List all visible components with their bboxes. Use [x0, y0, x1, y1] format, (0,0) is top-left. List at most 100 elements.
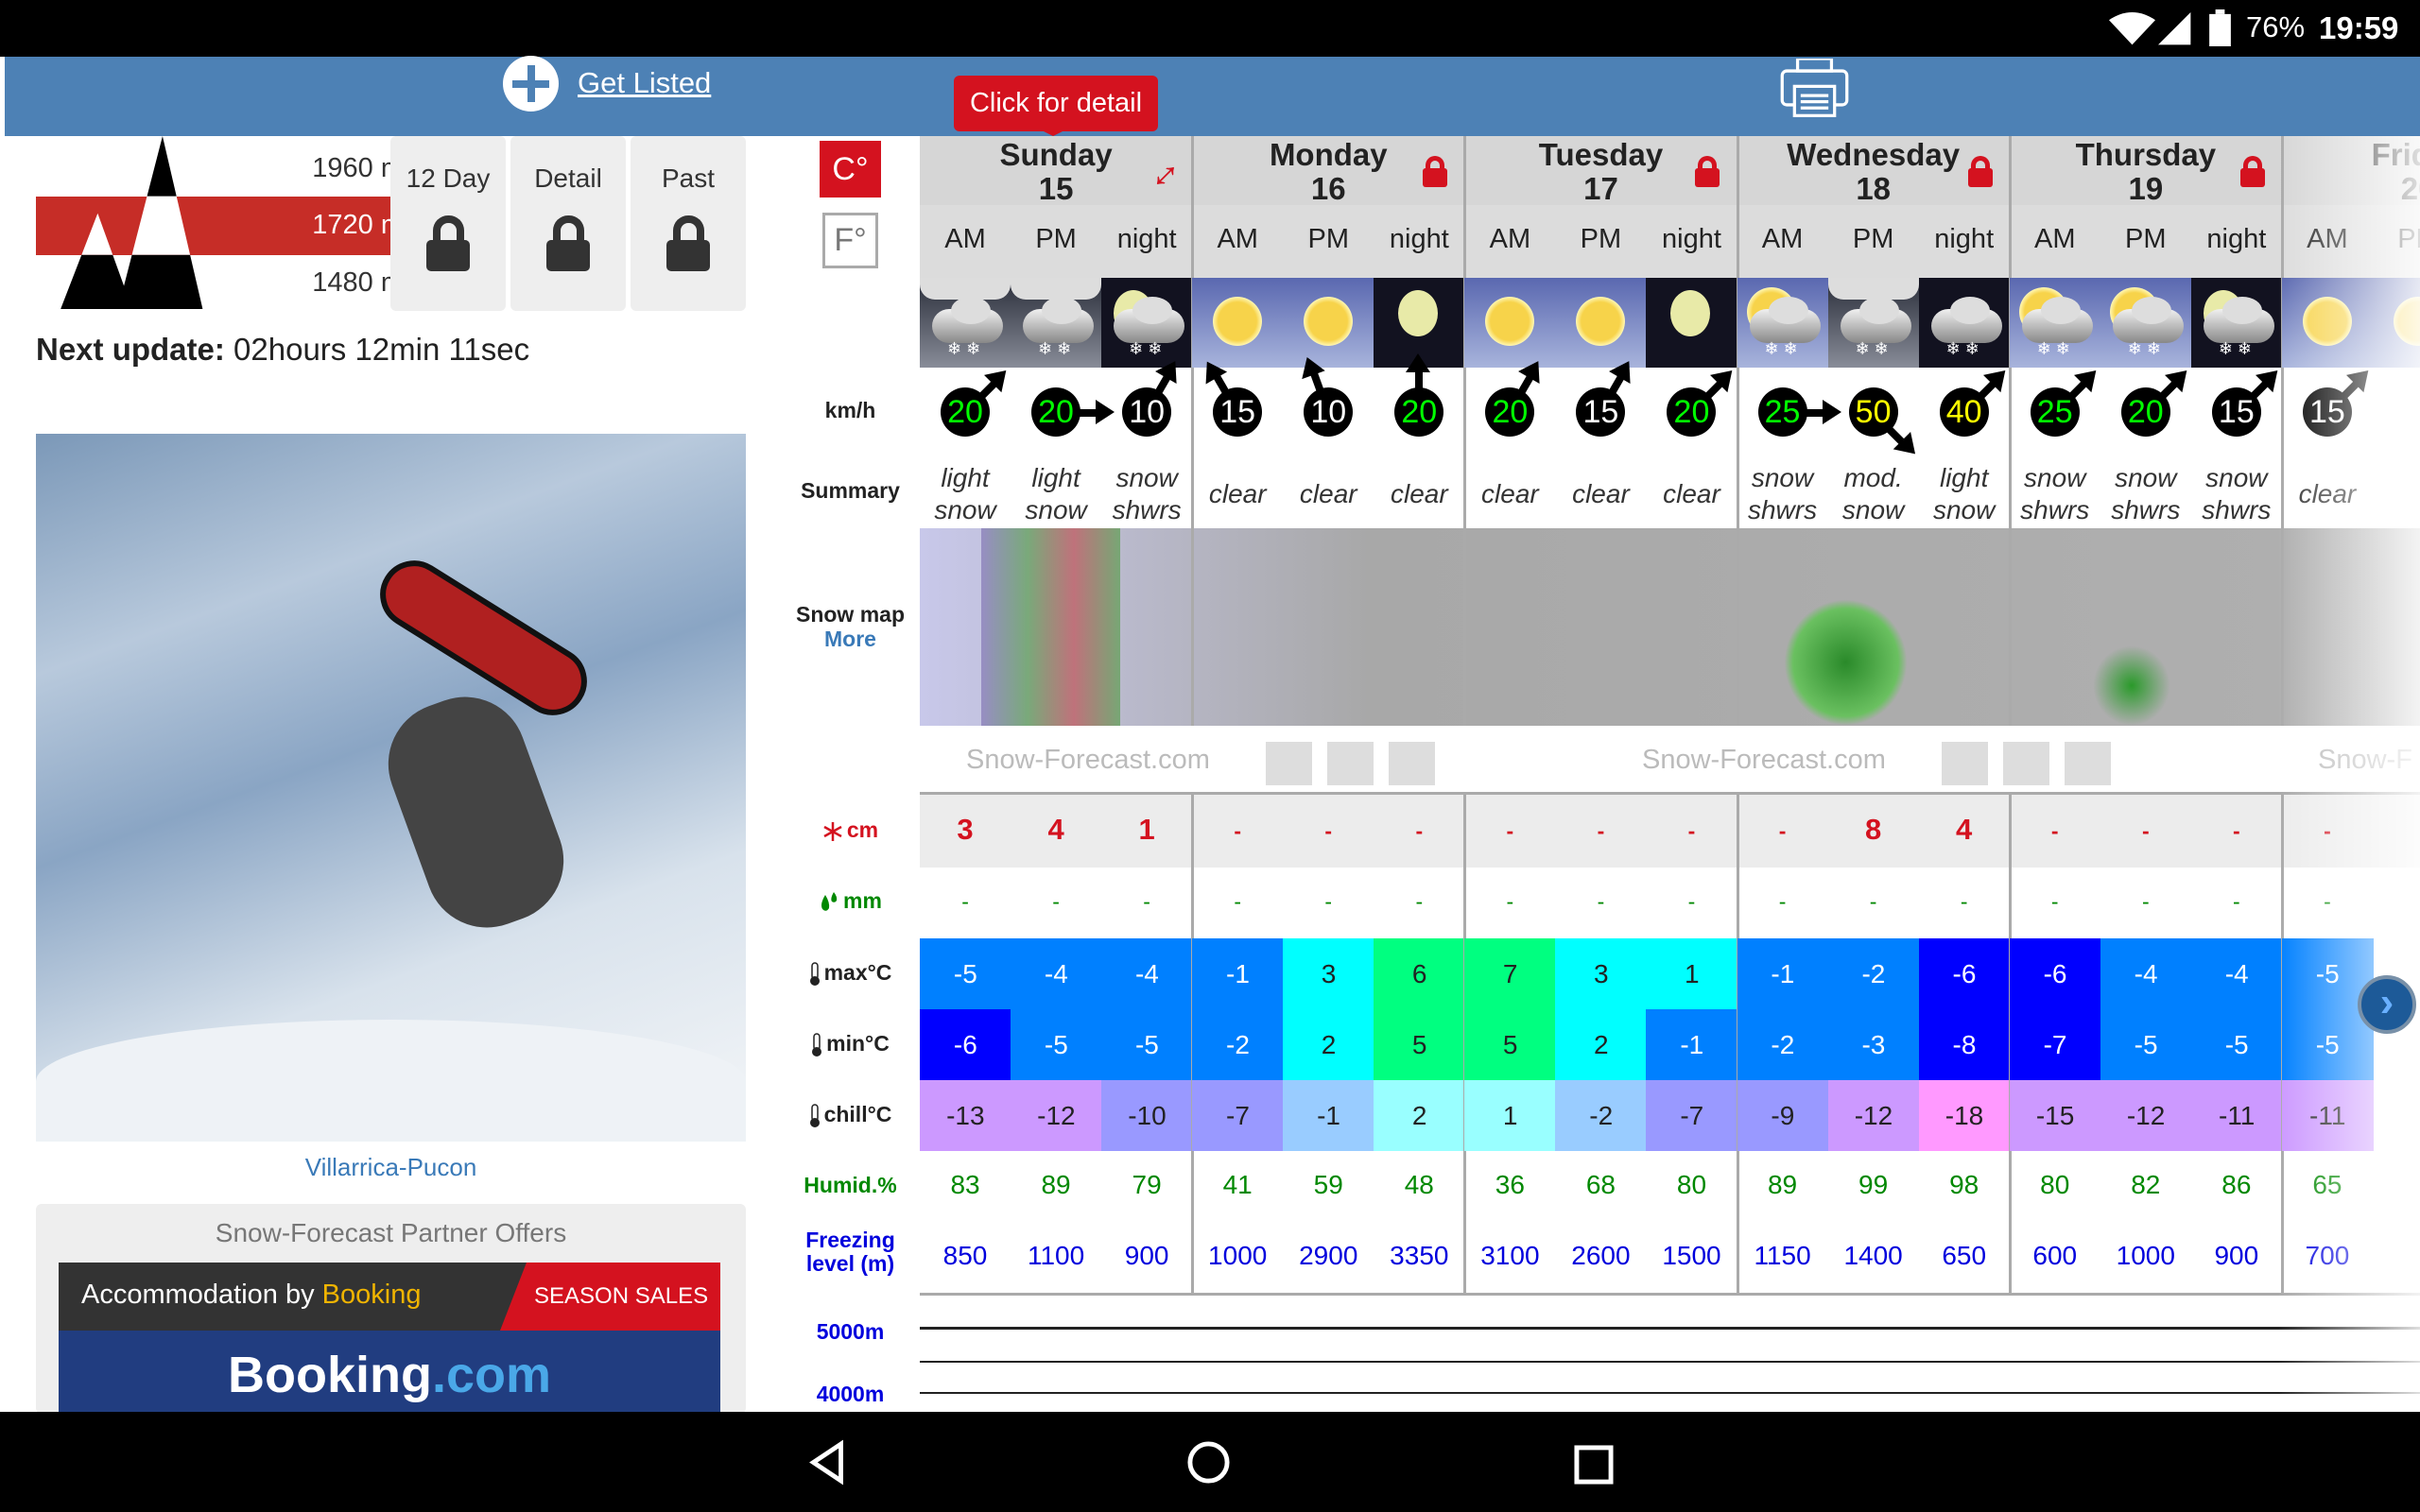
max-temp: -4 — [1011, 938, 1102, 1009]
click-for-detail-tooltip[interactable]: Click for detail — [954, 76, 1158, 136]
tab-detail[interactable]: Detail — [510, 136, 626, 311]
elevation-bottom[interactable]: 1480 m — [312, 267, 404, 298]
day-header-friday[interactable]: Friday — [2371, 137, 2420, 172]
day-header-sunday[interactable]: Sunday — [999, 137, 1113, 172]
celsius-toggle[interactable]: C° — [820, 141, 881, 198]
day-separator — [1191, 136, 1195, 726]
plus-icon — [503, 55, 559, 112]
freezing-level: 1100 — [1027, 1241, 1085, 1270]
rain-mm: - — [1324, 889, 1333, 914]
period-label: PM — [1852, 224, 1894, 254]
forecast-tabs: 12 Day Detail Past — [390, 136, 746, 311]
tab-12-day[interactable]: 12 Day — [390, 136, 506, 311]
scroll-next-button[interactable]: › — [2358, 975, 2416, 1034]
rain-mm: - — [1687, 889, 1696, 914]
snow-map-option-icon[interactable] — [2065, 742, 2111, 785]
booking-banner[interactable]: Accommodation by Booking SEASON SALES — [59, 1263, 720, 1331]
wifi-icon — [2109, 12, 2155, 45]
snowfall-cm: - — [1778, 818, 1787, 843]
period-label: AM — [1489, 224, 1531, 254]
day-header-thursday[interactable]: Thursday — [2075, 137, 2217, 172]
home-icon[interactable] — [1185, 1439, 1232, 1486]
snow-map-option-icon[interactable] — [2003, 742, 2049, 785]
freezing-level: 650 — [1942, 1241, 1987, 1270]
android-nav-bar — [0, 1412, 2420, 1512]
period-label: PM — [1035, 224, 1077, 254]
tab-label: Past — [661, 163, 716, 193]
wind-speed: 10 — [1304, 387, 1354, 437]
day-date: 20 — [2400, 171, 2420, 206]
weather-summary: snow shwrs — [1112, 463, 1182, 524]
snow-map-option-icon[interactable] — [1266, 742, 1312, 785]
weather-icon-snow-cloud: ❄ ❄ — [1011, 278, 1102, 368]
snowflake-icon — [823, 821, 842, 841]
min-temp: -5 — [1101, 1009, 1193, 1080]
elevation-mid[interactable]: 1720 m — [312, 210, 404, 240]
snowfall-cm: - — [2050, 818, 2059, 843]
period-label: PM — [2125, 224, 2167, 254]
tab-label: Detail — [534, 163, 602, 193]
snow-map-sunday[interactable] — [981, 528, 1120, 726]
snowfall-cm: 8 — [1864, 813, 1882, 846]
lock-icon[interactable] — [1695, 156, 1720, 187]
max-temp: -1 — [1737, 938, 1829, 1009]
snow-map-more-link[interactable]: More — [824, 627, 876, 651]
weather-summary: mod. snow — [1841, 463, 1905, 524]
max-temp: -2 — [1827, 938, 1920, 1009]
freezing-level: 1000 — [2116, 1241, 2175, 1270]
fahrenheit-toggle[interactable]: F° — [822, 213, 878, 268]
humidity: 86 — [2221, 1170, 2252, 1199]
snowfall-cm: - — [2324, 818, 2331, 843]
day-header-monday[interactable]: Monday — [1269, 137, 1388, 172]
thermometer-icon — [809, 1104, 820, 1127]
humidity: 89 — [1041, 1170, 1071, 1199]
snow-map-wednesday[interactable] — [1784, 599, 1908, 726]
lock-icon[interactable] — [1423, 156, 1448, 187]
day-date: 16 — [1310, 171, 1346, 206]
photo-caption[interactable]: Villarrica-Pucon — [304, 1153, 477, 1181]
lock-icon — [666, 215, 710, 271]
booking-logo[interactable]: Booking.com — [59, 1331, 720, 1412]
rain-row-label: mm — [780, 888, 921, 914]
snow-map-option-icon[interactable] — [1327, 742, 1374, 785]
recents-icon[interactable] — [1572, 1443, 1616, 1486]
min-temp: -2 — [1192, 1009, 1284, 1080]
wind-speed: 10 — [1122, 387, 1172, 437]
snow-map-option-icon[interactable] — [1389, 742, 1435, 785]
elevation-top[interactable]: 1960 m — [312, 153, 404, 183]
wind-chill: -10 — [1101, 1080, 1193, 1151]
humidity: 98 — [1949, 1170, 1979, 1199]
snow-map-row[interactable] — [920, 528, 2420, 726]
next-update-label: Next update: — [36, 332, 225, 367]
lock-icon[interactable] — [2239, 156, 2265, 187]
weather-summary: light snow — [1025, 463, 1087, 524]
wind-chill: -7 — [1646, 1080, 1738, 1151]
tab-past[interactable]: Past — [631, 136, 746, 311]
period-label: night — [1389, 224, 1449, 254]
get-listed-link[interactable]: Get Listed — [503, 55, 711, 112]
resort-photo[interactable] — [36, 434, 746, 1142]
thermometer-icon — [809, 962, 820, 986]
wind-chill: 1 — [1464, 1080, 1557, 1151]
next-update: Next update: 02hours 12min 11sec — [36, 332, 529, 368]
summary-row-label: Summary — [801, 478, 900, 503]
lock-icon[interactable] — [1967, 156, 1993, 187]
thermometer-icon — [812, 1033, 822, 1057]
day-header-tuesday[interactable]: Tuesday — [1538, 137, 1664, 172]
back-icon[interactable] — [807, 1439, 847, 1486]
season-sales-badge: SEASON SALES — [500, 1263, 720, 1331]
weather-icon-moon-cloud-snow: ❄ ❄ — [2190, 278, 2282, 368]
max-temp: 3 — [1283, 938, 1374, 1009]
humidity: 79 — [1132, 1170, 1162, 1199]
chart-gridline — [920, 1327, 2420, 1330]
weather-icon-sun — [2281, 278, 2373, 368]
logo-strip-text: Snow-F — [2318, 745, 2412, 775]
wind-speed: 20 — [1394, 387, 1444, 437]
day-header-wednesday[interactable]: Wednesday — [1787, 137, 1961, 172]
snow-map-thursday[interactable] — [2093, 645, 2170, 726]
snow-map-option-icon[interactable] — [1942, 742, 1988, 785]
freezing-level: 900 — [1124, 1241, 1169, 1270]
day-date: 17 — [1583, 171, 1618, 206]
elevation-selector[interactable]: 1960 m 1720 m 1480 m — [36, 136, 404, 309]
printer-icon[interactable] — [1779, 59, 1850, 117]
